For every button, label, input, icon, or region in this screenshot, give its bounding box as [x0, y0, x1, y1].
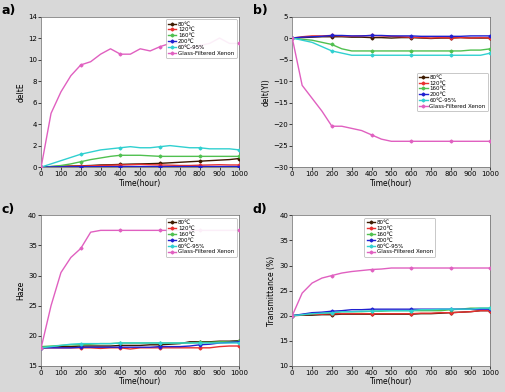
Legend: 80℃, 120℃, 160℃, 200℃, 60℃-95%, Glass-Filtered Xenon: 80℃, 120℃, 160℃, 200℃, 60℃-95%, Glass-Fi… [417, 73, 488, 111]
X-axis label: Time(hour): Time(hour) [370, 377, 413, 387]
X-axis label: Time(hour): Time(hour) [119, 377, 162, 387]
X-axis label: Time(hour): Time(hour) [370, 179, 413, 188]
Y-axis label: deltE: deltE [16, 82, 25, 102]
Text: c): c) [2, 203, 15, 216]
Y-axis label: delt(YI): delt(YI) [262, 78, 270, 106]
Text: d): d) [252, 203, 267, 216]
Y-axis label: Haze: Haze [16, 281, 25, 300]
Legend: 80℃, 120℃, 160℃, 200℃, 60℃-95%, Glass-Filtered Xenon: 80℃, 120℃, 160℃, 200℃, 60℃-95%, Glass-Fi… [166, 218, 236, 257]
Y-axis label: Transmittance (%): Transmittance (%) [267, 256, 276, 326]
X-axis label: Time(hour): Time(hour) [119, 179, 162, 188]
Legend: 80℃, 120℃, 160℃, 200℃, 60℃-95%, Glass-Filtered Xenon: 80℃, 120℃, 160℃, 200℃, 60℃-95%, Glass-Fi… [166, 19, 236, 58]
Text: a): a) [2, 4, 16, 18]
Legend: 80℃, 120℃, 160℃, 200℃, 60℃-95%, Glass-Filtered Xenon: 80℃, 120℃, 160℃, 200℃, 60℃-95%, Glass-Fi… [365, 218, 435, 257]
Text: b): b) [252, 4, 267, 18]
